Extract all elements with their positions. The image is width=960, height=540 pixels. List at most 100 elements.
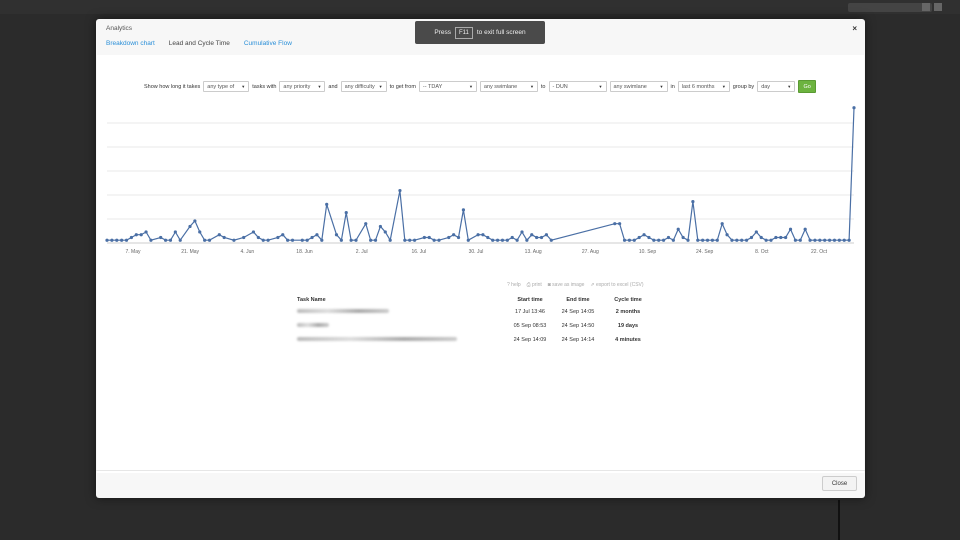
data-point[interactable] [203,238,207,242]
data-point[interactable] [754,230,758,234]
data-point[interactable] [173,230,177,234]
data-point[interactable] [744,238,749,242]
data-point[interactable] [749,235,754,240]
task-name-redacted[interactable] [297,337,507,351]
data-point[interactable] [159,235,163,240]
tab-breakdown-chart[interactable]: Breakdown chart [106,40,155,47]
data-point[interactable] [652,238,656,242]
data-point[interactable] [437,238,441,242]
data-point[interactable] [452,233,456,237]
data-point[interactable] [373,238,378,242]
data-point[interactable] [813,238,817,242]
data-point[interactable] [774,235,778,240]
data-point[interactable] [515,238,519,242]
data-point[interactable] [217,233,221,237]
data-point[interactable] [627,238,632,242]
period-select[interactable]: last 6 months ▼ [677,81,730,92]
data-point[interactable] [222,235,226,240]
data-point[interactable] [408,238,412,242]
data-point[interactable] [281,233,285,237]
data-point[interactable] [803,227,807,231]
data-point[interactable] [798,238,802,242]
data-point[interactable] [720,222,724,226]
to-column-select[interactable]: - DUN ▼ [548,81,607,92]
data-point[interactable] [661,238,666,242]
data-point[interactable] [456,235,461,240]
data-point[interactable] [500,238,505,242]
data-point[interactable] [481,233,485,237]
data-point[interactable] [422,235,426,240]
data-point[interactable] [139,233,143,237]
data-point[interactable] [842,238,846,242]
data-point[interactable] [676,227,680,231]
close-button[interactable]: Close [822,476,857,491]
data-point[interactable] [339,238,343,242]
data-point[interactable] [261,238,265,242]
data-point[interactable] [266,238,270,242]
data-point[interactable] [793,238,798,242]
data-point[interactable] [369,238,373,242]
data-point[interactable] [251,230,256,234]
data-point[interactable] [466,238,470,242]
data-point[interactable] [334,233,339,237]
data-point[interactable] [354,238,358,242]
data-point[interactable] [764,238,768,242]
data-point[interactable] [725,233,729,237]
data-point[interactable] [705,238,710,242]
data-point[interactable] [613,222,617,226]
data-point[interactable] [735,238,739,242]
data-point[interactable] [115,238,119,242]
data-point[interactable] [740,238,744,242]
data-point[interactable] [286,238,290,242]
from-swimlane-select[interactable]: any swimlane ▼ [479,81,538,92]
data-point[interactable] [681,235,685,240]
data-point[interactable] [461,208,466,212]
data-point[interactable] [535,235,539,240]
data-point[interactable] [657,238,661,242]
save-image-link[interactable]: ◙ save as image [548,282,585,288]
data-point[interactable] [495,238,500,242]
data-point[interactable] [124,238,129,242]
table-row[interactable]: 05 Sep 08:53 24 Sep 14:50 19 days [297,323,653,337]
data-point[interactable] [647,235,651,240]
data-point[interactable] [837,238,841,242]
data-point[interactable] [642,233,646,237]
data-point[interactable] [403,238,407,242]
data-point[interactable] [520,230,524,234]
data-point[interactable] [300,238,304,242]
data-point[interactable] [730,238,734,242]
data-point[interactable] [544,233,549,237]
data-point[interactable] [305,238,309,242]
data-point[interactable] [823,238,827,242]
data-point[interactable] [383,230,387,234]
tab-lead-cycle-time[interactable]: Lead and Cycle Time [168,40,230,47]
data-point[interactable] [808,238,812,242]
data-point[interactable] [110,238,114,242]
data-point[interactable] [163,238,168,242]
data-point[interactable] [276,235,280,240]
data-point[interactable] [779,235,783,240]
to-swimlane-select[interactable]: any swimlane ▼ [609,81,668,92]
data-point[interactable] [632,238,636,242]
from-column-select[interactable]: -- TDAY ▼ [418,81,477,92]
data-point[interactable] [188,224,192,229]
data-point[interactable] [832,238,837,242]
data-point[interactable] [349,238,353,242]
data-point[interactable] [788,227,793,231]
data-point[interactable] [120,238,124,242]
data-point[interactable] [193,219,197,223]
data-point[interactable] [710,238,715,242]
close-icon[interactable]: × [852,24,857,33]
difficulty-select[interactable]: any difficulty ▼ [340,81,387,92]
data-point[interactable] [232,238,236,242]
priority-select[interactable]: any priority ▼ [279,81,326,92]
data-point[interactable] [759,235,763,240]
data-point[interactable] [364,222,368,226]
table-row[interactable]: 17 Jul 13:46 24 Sep 14:05 2 months [297,309,653,323]
data-point[interactable] [505,238,509,242]
data-point[interactable] [491,238,495,242]
data-point[interactable] [144,230,148,234]
data-point[interactable] [666,235,671,240]
table-row[interactable]: 24 Sep 14:09 24 Sep 14:14 4 minutes [297,337,653,351]
task-name-redacted[interactable] [297,323,507,337]
